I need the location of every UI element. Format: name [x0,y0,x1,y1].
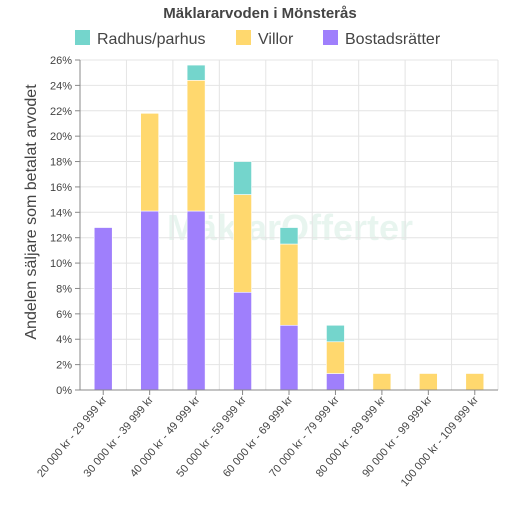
bar-segment [326,341,345,374]
legend: Radhus/parhus Villor Bostadsrätter [75,30,441,48]
bar-segment [140,210,159,391]
y-tick-label: 16% [50,182,72,194]
y-axis-ticks: 0% 2% 4% 6% 8% 10% 12% 14% 16% 18% 20% 22% 24% 26% [50,55,80,397]
bar-segment [326,373,345,391]
y-tick-label: 6% [56,309,72,321]
bar-segment [233,161,252,195]
legend-swatch [236,30,251,45]
legend-swatch [75,30,90,45]
y-tick-label: 26% [50,55,72,67]
y-tick-label: 24% [50,80,72,92]
bar-segment [93,227,113,391]
y-axis-label: Andelen säljare som betalat arvodet [23,84,40,340]
legend-label: Villor [258,31,294,48]
bar-segment [186,64,206,81]
y-tick-label: 8% [56,283,72,295]
y-tick-label: 10% [50,258,72,270]
y-tick-label: 14% [50,207,72,219]
y-tick-label: 20% [50,131,72,143]
bar-segment [140,113,159,212]
bar-segment [233,194,252,293]
bar-segment [372,373,392,391]
bar-segment [186,80,206,212]
y-tick-label: 0% [56,385,72,397]
bar-segment [465,373,485,391]
chart-title: Mäklararvoden i Mönsterås [163,5,356,22]
y-tick-label: 4% [56,334,72,346]
legend-label: Bostadsrätter [345,31,441,48]
bar-segment [326,324,345,343]
bar-segment [186,210,206,391]
y-tick-label: 18% [50,157,72,169]
bar-segment [233,291,252,391]
y-tick-label: 12% [50,233,72,245]
legend-label: Radhus/parhus [97,31,206,48]
bar-segment [279,324,299,391]
x-tick-label: 100 000 kr - 109 999 kr [399,394,482,489]
y-tick-label: 22% [50,106,72,118]
legend-swatch [323,30,338,45]
y-tick-label: 2% [56,360,72,372]
bar-segment [279,227,299,245]
bar-segment [279,243,299,326]
bars [93,64,485,391]
bar-segment [419,373,438,391]
